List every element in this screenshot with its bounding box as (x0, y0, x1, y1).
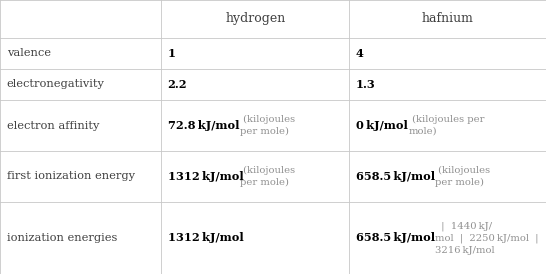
Text: 658.5 kJ/mol: 658.5 kJ/mol (356, 232, 435, 243)
Text: (kilojoules
per mole): (kilojoules per mole) (435, 166, 490, 187)
Text: ionization energies: ionization energies (7, 233, 117, 243)
Text: 4: 4 (356, 48, 364, 59)
Text: (kilojoules per
mole): (kilojoules per mole) (409, 115, 484, 136)
Text: 1: 1 (168, 48, 176, 59)
Text: 658.5 kJ/mol: 658.5 kJ/mol (356, 171, 435, 182)
Text: electronegativity: electronegativity (7, 79, 104, 90)
Text: electron affinity: electron affinity (7, 121, 99, 130)
Text: hydrogen: hydrogen (225, 12, 286, 25)
Text: (kilojoules
per mole): (kilojoules per mole) (240, 115, 295, 136)
Text: 1312 kJ/mol: 1312 kJ/mol (168, 232, 244, 243)
Text: valence: valence (7, 48, 51, 58)
Text: 1.3: 1.3 (356, 79, 376, 90)
Text: 72.8 kJ/mol: 72.8 kJ/mol (168, 120, 239, 131)
Text: |  1440 kJ/
mol  |  2250 kJ/mol  |
3216 kJ/mol: | 1440 kJ/ mol | 2250 kJ/mol | 3216 kJ/m… (435, 221, 539, 255)
Text: (kilojoules
per mole): (kilojoules per mole) (240, 166, 295, 187)
Text: 2.2: 2.2 (168, 79, 187, 90)
Text: first ionization energy: first ionization energy (7, 171, 134, 181)
Text: 0 kJ/mol: 0 kJ/mol (356, 120, 408, 131)
Text: hafnium: hafnium (422, 12, 474, 25)
Text: 1312 kJ/mol: 1312 kJ/mol (168, 171, 244, 182)
